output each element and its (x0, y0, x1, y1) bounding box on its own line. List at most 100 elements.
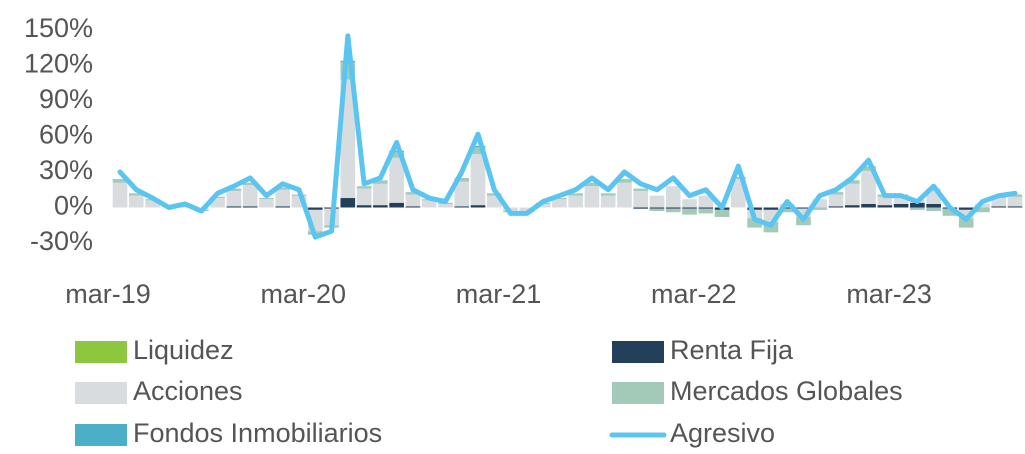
bar-segment (877, 196, 893, 206)
bar-segment (470, 147, 486, 155)
legend-label: Agresivo (670, 418, 775, 448)
bar-segment (910, 202, 925, 208)
y-tick-label: 120% (24, 49, 93, 79)
bar-segment (893, 203, 909, 208)
bar-segment (796, 208, 811, 217)
bar-segment (877, 205, 893, 208)
bar-segment (844, 205, 860, 208)
x-tick-label: mar-22 (651, 279, 737, 309)
bar-segment (242, 206, 258, 208)
bar-segment (389, 150, 404, 152)
bar-segment (1007, 196, 1023, 207)
bar-segment (519, 207, 535, 212)
bar-segment (698, 208, 714, 214)
bar-segment (958, 209, 974, 219)
bar-segment (226, 206, 242, 208)
bar-segment (714, 209, 730, 217)
bar-segment (128, 195, 144, 208)
bar-segment (486, 193, 502, 196)
bar-segment (861, 203, 876, 208)
bar-segment (405, 206, 421, 208)
y-tick-label: 150% (24, 13, 93, 43)
legend-label: Fondos Inmobiliarios (133, 418, 382, 448)
bar-segment (828, 206, 844, 208)
bar-segment (796, 207, 811, 209)
bar-segment (665, 207, 681, 209)
y-tick-label: 30% (39, 155, 93, 185)
bar-segment (568, 195, 583, 208)
legend-label: Acciones (133, 376, 243, 406)
bar-segment (763, 207, 779, 210)
bar-segment (617, 182, 632, 208)
legend-swatch (75, 382, 127, 404)
bar-segment (698, 207, 714, 209)
bar-segment (275, 206, 291, 208)
bar-segment (942, 208, 958, 216)
legend-swatch (75, 424, 127, 446)
bar-segment (226, 188, 242, 191)
bar-segment (926, 207, 941, 212)
bar-segment (486, 195, 502, 208)
bar-segment (356, 188, 372, 206)
x-tick-label: mar-19 (65, 279, 151, 309)
bar-segment (242, 185, 258, 207)
bar-segment (975, 203, 990, 208)
bar-segment (470, 154, 486, 206)
bar-segment (568, 193, 583, 196)
bar-segment (389, 157, 404, 203)
bar-segment (112, 182, 128, 208)
bar-segment (926, 203, 941, 208)
bar-segment (958, 207, 974, 210)
bar-segment (828, 192, 844, 195)
bar-segment (405, 192, 421, 195)
bar-segment (617, 179, 632, 183)
bar-segment (584, 182, 600, 187)
bar-segment (747, 218, 762, 228)
x-tick-label: mar-20 (261, 279, 347, 309)
legend-label: Liquidez (133, 335, 234, 365)
bar-segment (747, 207, 762, 210)
bar-segment (259, 199, 274, 208)
bar-segment (844, 183, 860, 206)
bar-segment (128, 193, 144, 196)
bar-segment (356, 186, 372, 189)
y-tick-label: 90% (39, 84, 93, 114)
y-tick-label: -30% (30, 226, 93, 256)
bar-segment (210, 198, 225, 208)
bar-segment (535, 203, 551, 208)
bar-segment (356, 205, 372, 208)
bar-segment (584, 186, 600, 208)
bar-segment (389, 151, 404, 158)
bar-segment (649, 195, 665, 208)
bar-segment (242, 182, 258, 186)
bar-segment (893, 195, 909, 204)
bar-segment (665, 208, 681, 213)
bar-segment (779, 207, 795, 209)
y-tick-label: 0% (54, 191, 93, 221)
bar-segment (226, 190, 242, 207)
bar-segment (291, 195, 307, 208)
bar-segment (438, 203, 453, 208)
bar-segment (991, 206, 1007, 208)
bar-segment (454, 177, 470, 182)
bar-segment (259, 198, 274, 200)
bar-segment (470, 205, 486, 208)
bar-segment (1007, 206, 1023, 208)
legend-label: Mercados Globales (670, 376, 903, 406)
bar-segment (861, 170, 876, 204)
bar-segment (649, 207, 665, 209)
bar-segment (112, 179, 128, 183)
bar-segment (812, 199, 828, 208)
bar-segment (910, 207, 925, 210)
bar-segment (844, 180, 860, 184)
bar-segment (454, 181, 470, 207)
bar-segment (991, 198, 1007, 207)
bar-segment (307, 207, 323, 210)
line (117, 33, 1018, 240)
bar-segment (649, 208, 665, 212)
bar-segment (828, 194, 844, 207)
legend-label: Renta Fija (670, 335, 794, 365)
bar-segment (698, 195, 714, 208)
bar-segment (405, 194, 421, 207)
